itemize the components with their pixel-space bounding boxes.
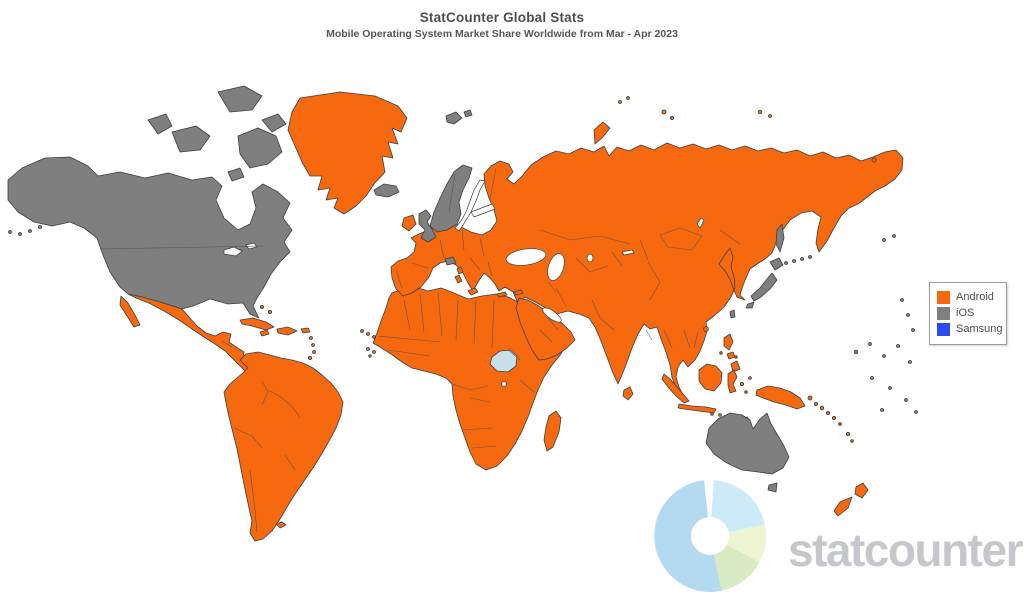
ios-swatch xyxy=(937,307,950,320)
aral-sea xyxy=(586,253,594,263)
gulf-of-finland xyxy=(470,203,496,218)
region-aleutian-islands xyxy=(8,225,42,236)
lake-victoria xyxy=(501,381,507,387)
water-bodies xyxy=(223,179,705,387)
region-pacific-islands xyxy=(853,298,918,414)
region-eurasia xyxy=(390,142,904,394)
country-borders xyxy=(99,167,741,533)
region-ireland xyxy=(401,214,417,232)
caspian-sea xyxy=(547,253,565,281)
great-lakes xyxy=(223,246,243,257)
region-new-guinea xyxy=(755,385,819,410)
region-south-america xyxy=(223,351,344,542)
chart-header: StatCounter Global Stats Mobile Operatin… xyxy=(0,10,1004,40)
region-svalbard xyxy=(445,109,473,125)
chart-subtitle: Mobile Operating System Market Share Wor… xyxy=(326,28,678,40)
region-japan xyxy=(745,257,784,309)
persian-gulf xyxy=(542,307,562,323)
region-greenland xyxy=(287,91,408,215)
region-new-zealand xyxy=(833,482,869,517)
region-australia xyxy=(705,412,790,493)
legend-item-ios: iOS xyxy=(937,307,999,320)
region-north-america xyxy=(7,156,293,319)
region-sri-lanka xyxy=(622,386,634,401)
region-sakhalin xyxy=(775,223,785,253)
region-philippines xyxy=(719,333,741,373)
samsung-swatch xyxy=(937,323,950,336)
android-swatch xyxy=(937,291,950,304)
lake-baikal xyxy=(696,217,705,229)
map-legend: Android iOS Samsung xyxy=(929,282,1007,345)
region-south-sudan xyxy=(489,349,518,373)
region-taiwan xyxy=(729,309,736,319)
legend-label: iOS xyxy=(956,307,975,319)
legend-label: Samsung xyxy=(956,323,1003,335)
region-madagascar xyxy=(543,410,562,452)
chart-title: StatCounter Global Stats xyxy=(419,10,585,25)
legend-item-android: Android xyxy=(937,291,999,304)
legend-item-samsung: Samsung xyxy=(937,323,1003,336)
region-kuril-islands xyxy=(784,234,896,265)
region-melanesia-islands xyxy=(819,405,854,443)
region-canadian-arctic xyxy=(147,85,287,182)
region-united-kingdom xyxy=(418,209,437,243)
region-iceland xyxy=(373,183,400,198)
region-hainan xyxy=(703,326,709,332)
legend-label: Android xyxy=(956,291,994,303)
black-sea xyxy=(505,248,547,266)
region-mediterranean-islands xyxy=(454,266,524,298)
region-indonesia xyxy=(661,363,752,425)
region-africa xyxy=(372,286,567,471)
region-switzerland xyxy=(444,256,457,266)
lake-balkhash xyxy=(621,249,635,256)
region-caribbean-islands xyxy=(239,304,316,360)
region-russian-arctic-islands xyxy=(593,96,877,163)
region-atlantic-islands xyxy=(360,329,376,358)
